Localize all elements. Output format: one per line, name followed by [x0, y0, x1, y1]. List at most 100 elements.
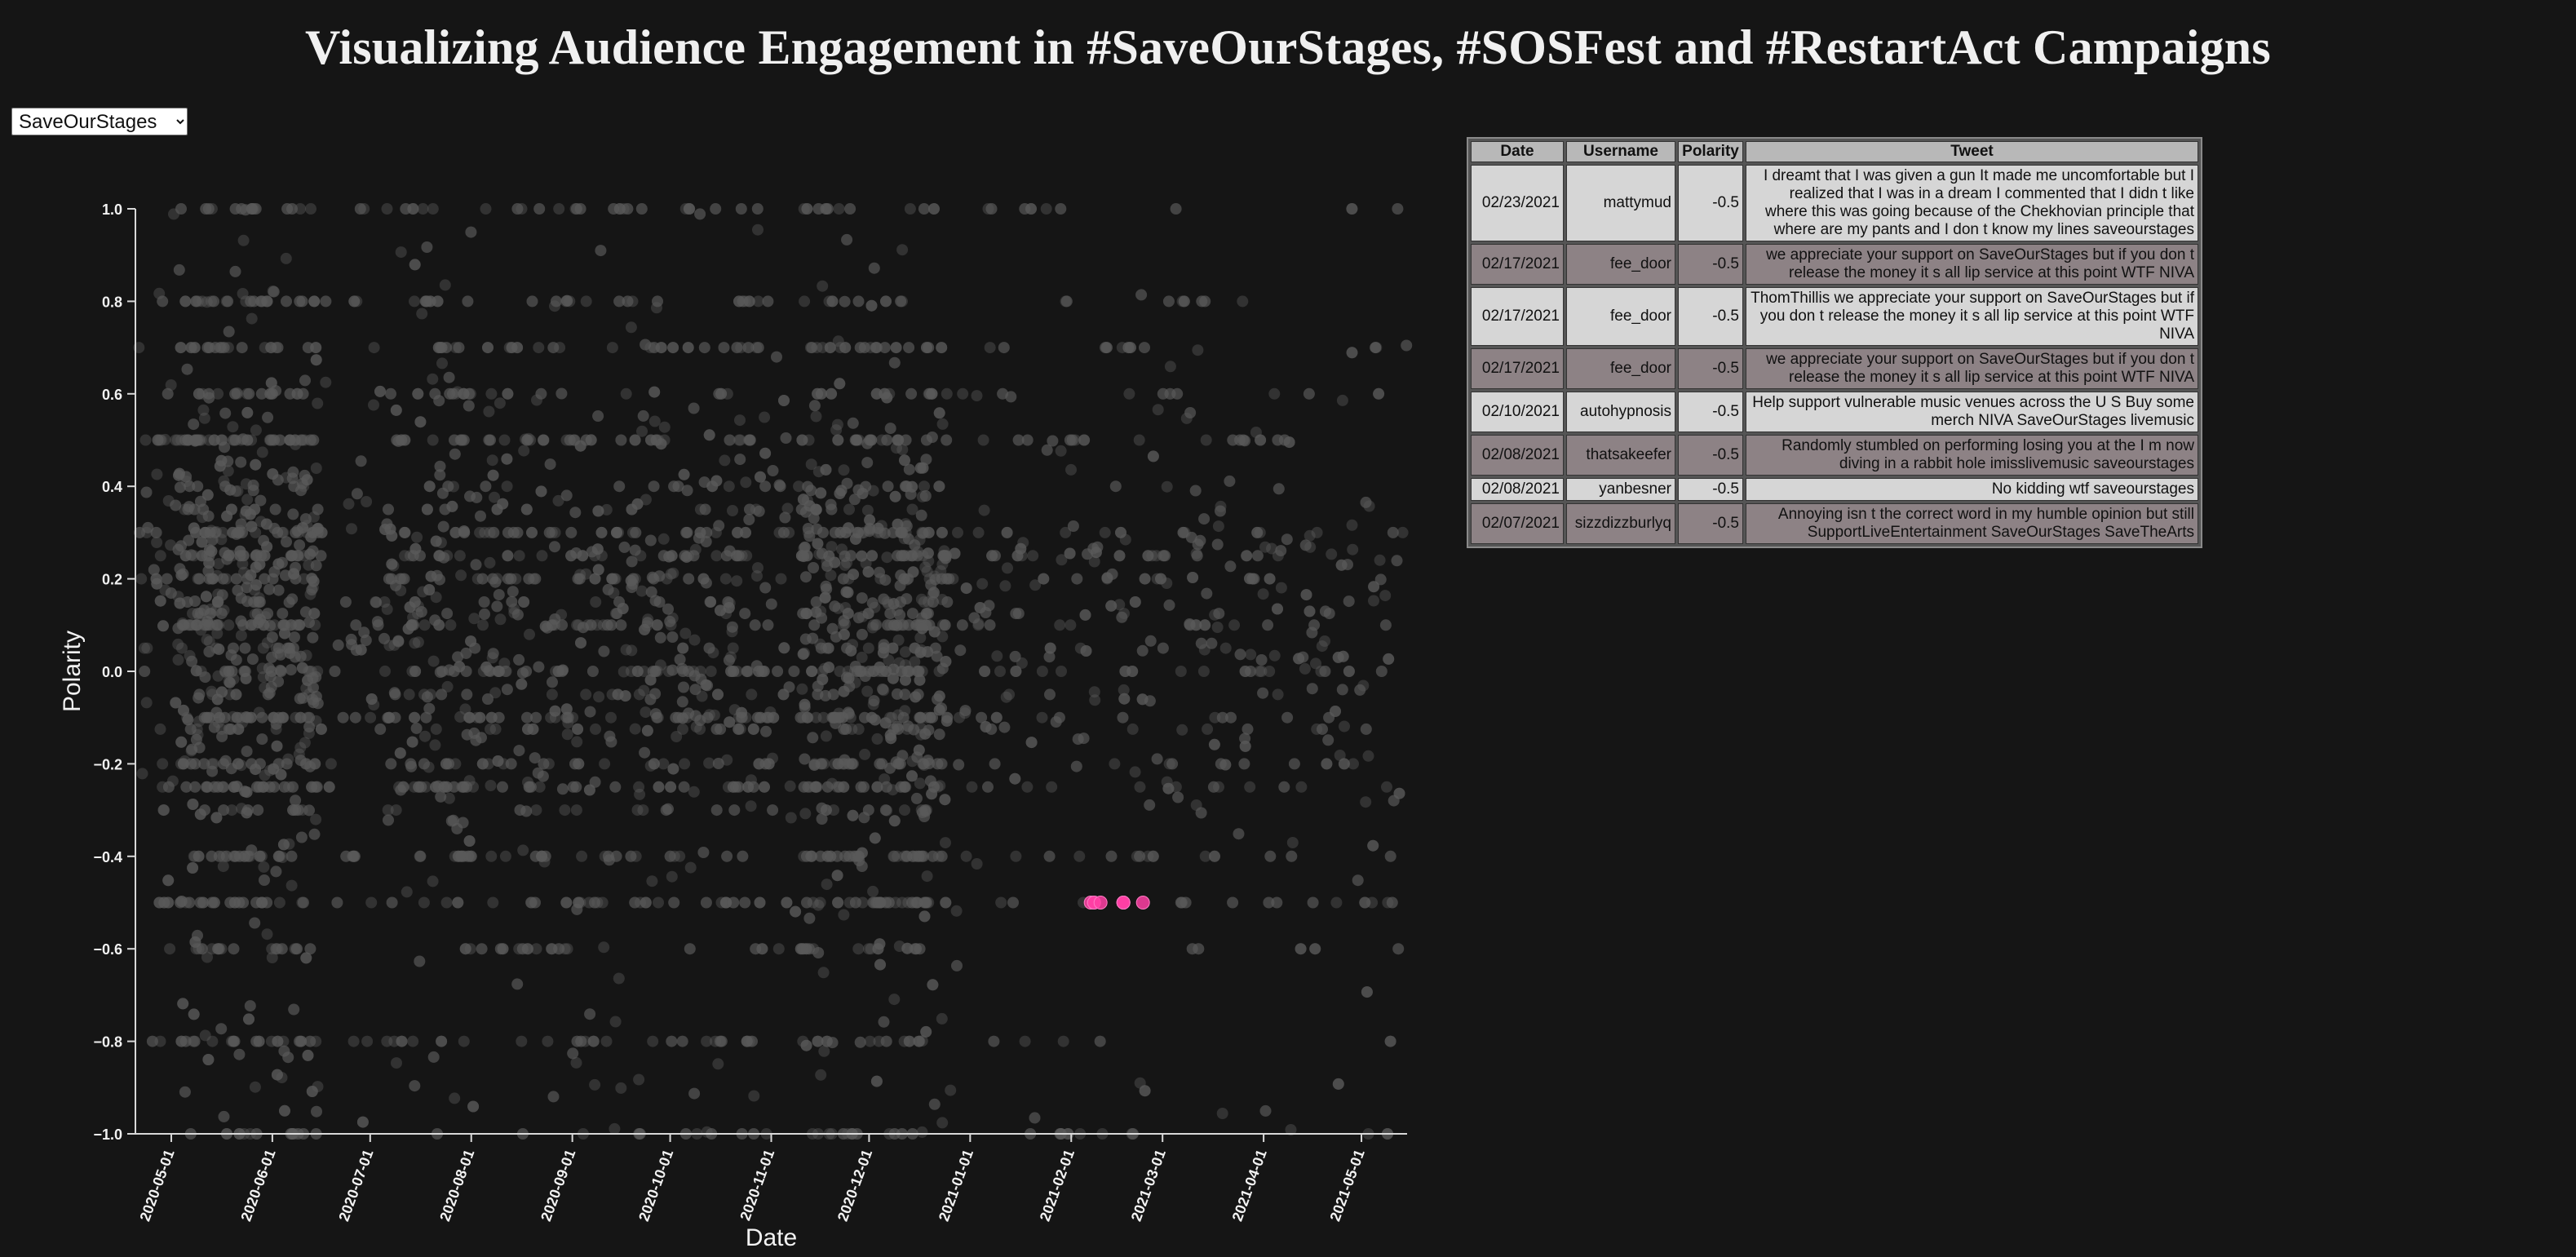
data-point: [409, 295, 420, 308]
data-point: [916, 666, 928, 677]
data-point: [668, 850, 680, 862]
data-point: [497, 781, 508, 793]
data-point: [538, 434, 550, 446]
data-point: [253, 1035, 265, 1047]
data-point: [589, 573, 601, 585]
data-point: [630, 526, 642, 538]
data-point: [1383, 653, 1395, 665]
data-point: [170, 434, 182, 446]
data-point: [865, 299, 878, 312]
data-point: [1134, 781, 1146, 793]
data-point: [888, 850, 901, 862]
data-point: [664, 615, 676, 627]
data-point: [805, 850, 817, 862]
data-point: [201, 711, 213, 724]
data-point: [917, 527, 929, 539]
data-point: [862, 566, 874, 578]
data-point: [933, 690, 945, 702]
data-point: [842, 586, 854, 599]
data-point: [223, 675, 235, 688]
data-point: [249, 609, 261, 621]
data-point: [801, 203, 813, 215]
data-point: [823, 295, 835, 308]
data-point: [1316, 640, 1328, 653]
data-point: [190, 526, 201, 538]
data-point: [926, 387, 938, 400]
data-point: [287, 508, 299, 520]
data-point: [586, 666, 599, 677]
data-point: [158, 804, 170, 817]
data-point: [1271, 896, 1283, 909]
data-point: [246, 520, 258, 533]
data-point: [1382, 896, 1394, 909]
data-point: [995, 896, 1007, 909]
data-point: [957, 387, 969, 400]
data-point: [743, 434, 755, 446]
data-point: [910, 850, 923, 862]
data-point: [347, 1035, 360, 1047]
data-point: [725, 666, 737, 677]
data-point: [677, 723, 688, 735]
data-point: [919, 804, 932, 817]
data-point: [255, 494, 267, 507]
data-point: [728, 704, 741, 716]
data-point: [476, 732, 487, 744]
data-point: [219, 407, 232, 419]
data-point: [1367, 839, 1379, 852]
data-point: [870, 619, 882, 631]
data-point: [740, 526, 751, 538]
data-point: [436, 688, 448, 701]
data-point: [914, 462, 927, 474]
data-point: [520, 503, 533, 516]
data-point: [719, 573, 732, 585]
data-point: [753, 666, 765, 677]
data-point: [570, 804, 582, 817]
data-point: [1360, 723, 1372, 735]
data-point: [651, 711, 663, 724]
data-point: [197, 511, 208, 524]
data-point: [265, 377, 277, 389]
data-point: [919, 490, 932, 502]
data-point: [923, 526, 935, 538]
data-point: [520, 503, 533, 516]
data-point: [427, 434, 439, 446]
data-point: [300, 682, 312, 694]
data-point: [580, 434, 592, 446]
campaign-select[interactable]: SaveOurStages: [11, 108, 188, 135]
data-point: [1234, 648, 1246, 661]
data-point: [294, 295, 306, 308]
data-point: [447, 387, 458, 400]
data-point: [215, 533, 228, 546]
data-point: [777, 688, 790, 701]
data-point: [201, 296, 213, 308]
data-point: [301, 520, 313, 532]
data-point: [887, 598, 900, 610]
data-point: [697, 573, 710, 585]
data-point: [486, 454, 498, 467]
data-point: [272, 584, 285, 596]
data-point: [878, 593, 890, 605]
data-point: [839, 602, 852, 613]
data-point: [846, 723, 858, 735]
data-point: [237, 550, 250, 562]
data-point: [865, 342, 877, 354]
data-point: [960, 582, 972, 595]
data-point: [868, 695, 880, 707]
data-point: [140, 526, 153, 538]
data-point: [248, 203, 260, 215]
data-point: [176, 642, 188, 654]
data-point: [674, 850, 686, 862]
data-point: [307, 693, 319, 706]
data-point: [626, 555, 638, 568]
data-point: [1209, 850, 1220, 862]
data-point: [724, 651, 737, 663]
data-point: [434, 469, 446, 481]
data-point: [898, 533, 910, 545]
data-point: [285, 550, 298, 562]
data-point: [896, 295, 908, 308]
data-point: [905, 387, 918, 400]
data-point: [243, 387, 255, 400]
data-point: [257, 671, 269, 683]
data-point: [818, 1045, 830, 1057]
data-point: [693, 532, 705, 544]
